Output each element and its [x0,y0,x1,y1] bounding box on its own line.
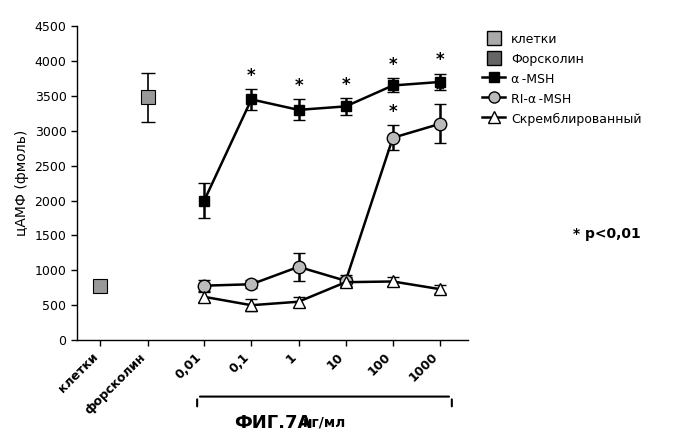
Text: *: * [435,82,445,100]
Text: *: * [389,103,397,121]
Text: * p<0,01: * p<0,01 [573,227,641,241]
Y-axis label: цАМФ (фмоль): цАМФ (фмоль) [15,130,29,236]
Legend: клетки, Форсколин, α -MSH, RI-α -MSH, Скремблированный: клетки, Форсколин, α -MSH, RI-α -MSH, Ск… [482,32,642,126]
Text: ФИГ.7А: ФИГ.7А [234,414,311,432]
Text: *: * [341,76,350,94]
Text: *: * [389,56,397,74]
Text: *: * [294,77,303,95]
Text: *: * [247,67,256,85]
Text: *: * [435,51,445,69]
Text: нг/мл: нг/мл [303,416,346,429]
